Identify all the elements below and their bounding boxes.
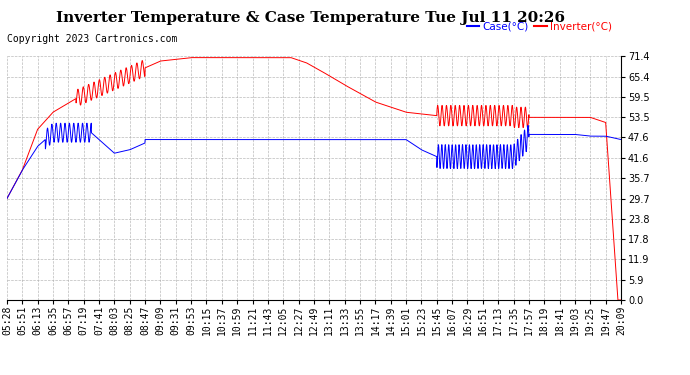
Text: Inverter Temperature & Case Temperature Tue Jul 11 20:26: Inverter Temperature & Case Temperature … (56, 11, 565, 25)
Text: Copyright 2023 Cartronics.com: Copyright 2023 Cartronics.com (7, 34, 177, 44)
Legend: Case(°C), Inverter(°C): Case(°C), Inverter(°C) (463, 18, 615, 36)
